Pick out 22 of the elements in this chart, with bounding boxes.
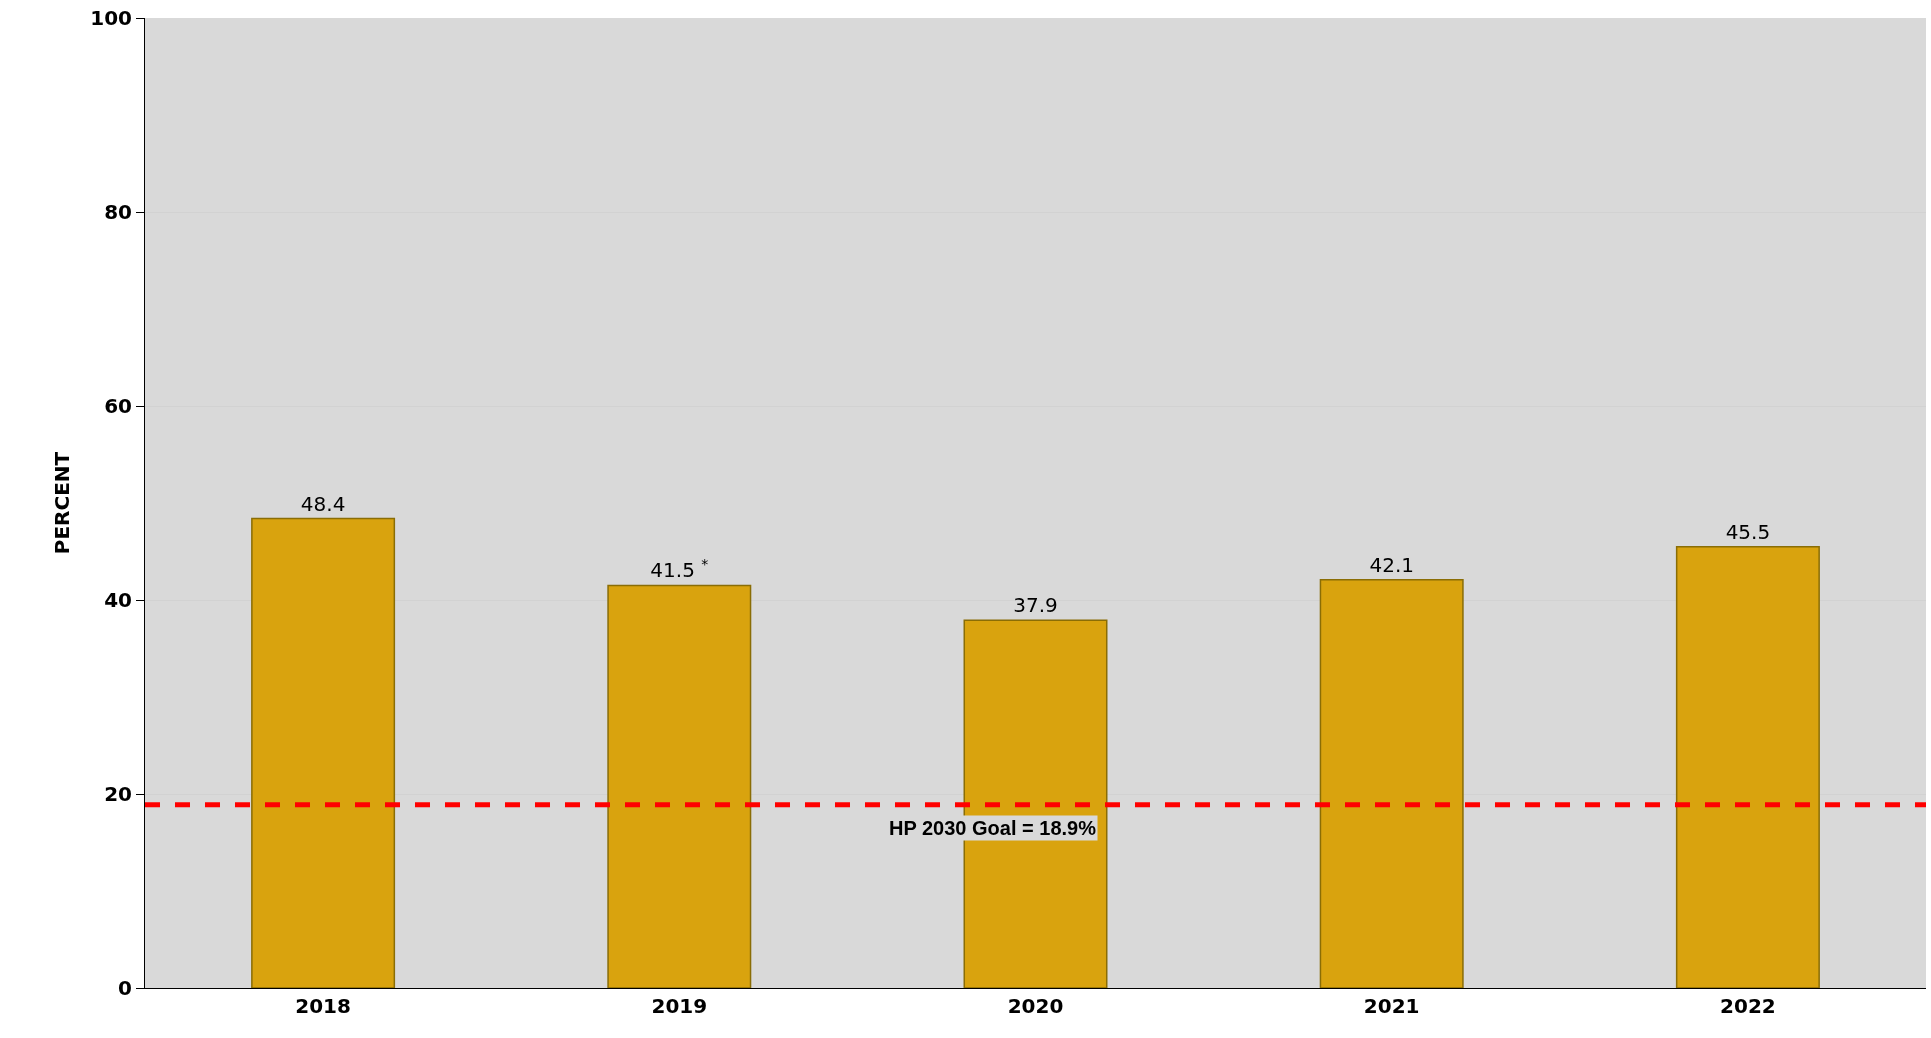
data-label: 45.5 xyxy=(1725,519,1771,544)
x-tick-label: 2018 xyxy=(295,994,351,1018)
y-tick-label: 80 xyxy=(104,200,132,224)
y-tick-label: 0 xyxy=(118,976,132,1000)
bar xyxy=(251,517,396,988)
bar xyxy=(1675,545,1820,988)
x-tick-label: 2022 xyxy=(1720,994,1776,1018)
data-label: 48.4 xyxy=(300,491,346,516)
bar xyxy=(1319,578,1464,988)
data-label: 41.5 $^{*}$ xyxy=(650,556,709,583)
y-axis-title: PERCENT xyxy=(49,451,74,555)
data-label: 37.9 xyxy=(1013,593,1058,618)
y-tick-label: 40 xyxy=(104,588,132,612)
x-tick-label: 2021 xyxy=(1363,994,1420,1018)
y-tick-label: 100 xyxy=(90,6,132,30)
ref-line-label: HP 2030 Goal = 18.9% xyxy=(889,817,1097,839)
y-tick-label: 60 xyxy=(104,394,132,418)
bar xyxy=(607,584,752,988)
y-tick-label: 20 xyxy=(104,782,132,806)
x-tick-label: 2020 xyxy=(1007,994,1064,1018)
data-label: 42.1 xyxy=(1369,552,1414,577)
x-tick-label: 2019 xyxy=(651,994,708,1018)
